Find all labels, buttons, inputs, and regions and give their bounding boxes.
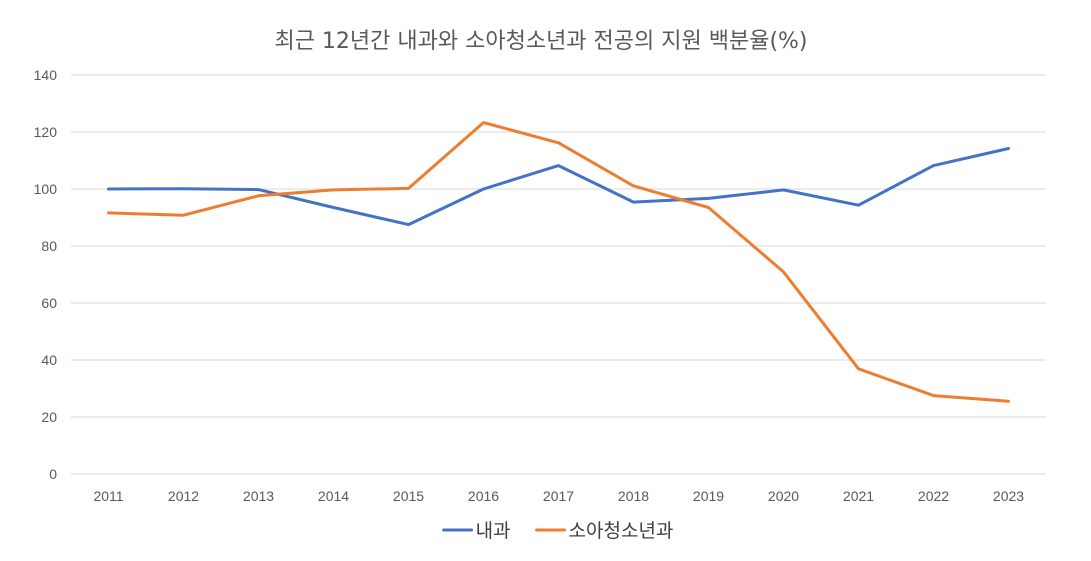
chart-title: 최근 12년간 내과와 소아청소년과 전공의 지원 백분율(%) [274,29,807,54]
x-tick-label: 2014 [318,488,349,504]
x-tick-label: 2017 [543,488,574,504]
gridlines [71,74,1046,475]
legend-item-1: 내과 [442,520,511,542]
legend-item-2: 소아청소년과 [535,520,674,542]
series-lines [107,121,1010,403]
x-tick-label: 2013 [243,488,274,504]
y-tick-label: 140 [34,67,58,83]
x-tick-label: 2015 [393,488,424,504]
x-tick-label: 2011 [93,488,123,504]
y-tick-label: 80 [41,238,57,254]
x-tick-label: 2020 [768,488,799,504]
x-tick-label: 2022 [918,488,949,504]
x-tick-label: 2023 [993,488,1024,504]
y-tick-label: 60 [41,295,57,311]
x-tick-label: 2016 [468,488,499,504]
y-tick-label: 120 [34,124,58,140]
y-tick-label: 0 [49,466,57,482]
legend-label: 소아청소년과 [569,520,674,542]
y-tick-label: 100 [34,181,58,197]
x-tick-label: 2012 [168,488,199,504]
series-line-1 [107,147,1010,227]
legend: 내과 소아청소년과 [442,520,674,542]
y-tick-label: 20 [41,409,57,425]
series-line-2 [107,121,1010,403]
y-tick-label: 40 [41,352,57,368]
x-tick-label: 2019 [693,488,724,504]
y-axis-ticks: 0 20 40 60 80 100 120 140 [34,67,58,482]
x-tick-label: 2018 [618,488,649,504]
x-tick-label: 2021 [843,488,874,504]
legend-label: 내과 [476,520,511,542]
x-axis-ticks: 2011 2012 2013 2014 2015 2016 2017 2018 2019 2020… [93,488,1024,504]
